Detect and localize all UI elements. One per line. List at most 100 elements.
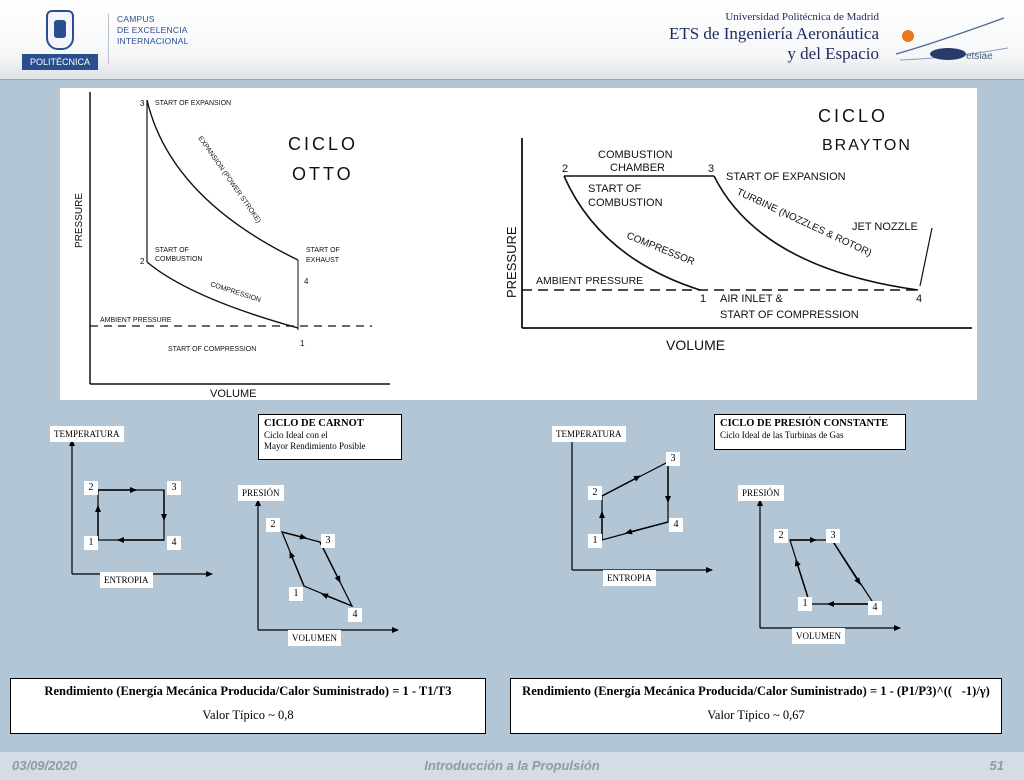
carnot-ts-point-4: 4: [167, 536, 181, 550]
brayton-title-line-1: CICLO: [818, 106, 888, 126]
school-name-line-2: y del Espacio: [787, 44, 879, 63]
brayton-point-1: 1: [700, 293, 706, 305]
carnot-ts-point-1: 1: [84, 536, 98, 550]
upm-crest-icon: [46, 10, 74, 50]
brayton-efficiency-box: Rendimiento (Energía Mecánica Producida/…: [510, 678, 1002, 734]
carnot-pv-arrow-41: [321, 593, 353, 607]
etsiae-plane-icon: [930, 48, 966, 60]
brayton-start-combustion-label-2: COMBUSTION: [588, 197, 663, 209]
brayton-ts-arrow-23: [601, 475, 641, 497]
carnot-pv-arrow-34: [319, 541, 341, 583]
carnot-subtitle-line-2: Mayor Rendimiento Posible: [264, 441, 366, 451]
brayton-ts-x-label: ENTROPIA: [603, 570, 656, 586]
campus-excelencia-logo: CAMPUS DE EXCELENCIA INTERNACIONAL: [108, 14, 218, 64]
brayton-ts-y-label: TEMPERATURA: [552, 426, 626, 442]
brayton-pv-cycle: [789, 539, 876, 605]
otto-title-line-2: OTTO: [292, 164, 354, 184]
otto-start-expansion-label: START OF EXPANSION: [155, 100, 231, 107]
school-name-line-1: ETS de Ingeniería Aeronáutica: [668, 24, 879, 43]
carnot-title-box: CICLO DE CARNOT Ciclo Ideal con el Mayor…: [258, 414, 402, 460]
brayton-ideal-title-box: CICLO DE PRESIÓN CONSTANTE Ciclo Ideal d…: [714, 414, 906, 450]
brayton-ts-cycle: [601, 461, 669, 541]
brayton-ts-arrow-41: [625, 521, 669, 535]
etsiae-logo-text: etsiae: [966, 51, 993, 62]
brayton-compressor-curve: [563, 175, 701, 291]
brayton-pv-point-4: 4: [868, 601, 882, 615]
carnot-pv-y-label: PRESIÓN: [238, 485, 284, 501]
school-name-block: Universidad Politécnica de Madrid ETS de…: [559, 10, 879, 64]
footer-page-number: 51: [989, 758, 1004, 773]
otto-point-3: 3: [140, 99, 145, 108]
brayton-title-line-2: BRAYTON: [822, 137, 912, 154]
carnot-pv-arrow-12: [289, 551, 305, 587]
brayton-point-4: 4: [916, 293, 922, 305]
carnot-ts-point-2: 2: [84, 481, 98, 495]
carnot-ts-x-label: ENTROPIA: [100, 572, 153, 588]
brayton-point-2: 2: [562, 163, 568, 175]
brayton-pv-point-2: 2: [774, 529, 788, 543]
carnot-efficiency-box: Rendimiento (Energía Mecánica Producida/…: [10, 678, 486, 734]
brayton-pv-x-label: VOLUMEN: [792, 628, 845, 644]
carnot-ts-point-3: 3: [167, 481, 181, 495]
otto-start-compression-label: START OF COMPRESSION: [168, 346, 256, 353]
brayton-chamber-label-2: CHAMBER: [610, 162, 665, 174]
otto-compression-curve: [146, 261, 299, 329]
carnot-ts-diagram: [69, 439, 213, 577]
etsiae-swoosh-icon: [895, 17, 1005, 55]
slide-header: POLITÉCNICA CAMPUS DE EXCELENCIA INTERNA…: [0, 0, 1024, 80]
brayton-ts-point-3: 3: [666, 452, 680, 466]
brayton-pv-point-3: 3: [826, 529, 840, 543]
brayton-pv-diagram: [757, 499, 901, 631]
campus-line-1: CAMPUS: [117, 14, 155, 24]
otto-start-exhaust-label-2: EXHAUST: [306, 257, 340, 264]
carnot-pv-point-1: 1: [289, 587, 303, 601]
carnot-pv-arrow-23: [281, 531, 307, 540]
otto-point-1: 1: [300, 339, 305, 348]
otto-y-label: PRESSURE: [74, 193, 85, 248]
brayton-start-expansion-label: START OF EXPANSION: [726, 171, 846, 183]
otto-title-line-1: CICLO: [288, 134, 358, 154]
carnot-ts-y-label: TEMPERATURA: [50, 426, 124, 442]
brayton-ideal-title: CICLO DE PRESIÓN CONSTANTE: [720, 418, 889, 429]
brayton-x-label: VOLUME: [666, 337, 725, 353]
otto-start-exhaust-label-1: START OF: [306, 247, 340, 254]
footer-date: 03/09/2020: [12, 758, 78, 773]
upm-logo-text: POLITÉCNICA: [22, 54, 98, 70]
otto-expansion-curve: [146, 99, 299, 261]
otto-point-2: 2: [140, 257, 145, 266]
brayton-ts-point-2: 2: [588, 486, 602, 500]
brayton-jet-nozzle-label: JET NOZZLE: [852, 221, 918, 233]
carnot-pv-point-3: 3: [321, 534, 335, 548]
university-name: Universidad Politécnica de Madrid: [725, 11, 879, 23]
brayton-ts-point-4: 4: [669, 518, 683, 532]
campus-line-3: INTERNACIONAL: [117, 36, 189, 46]
otto-point-4: 4: [304, 277, 309, 286]
brayton-turbine-curve: [713, 175, 919, 291]
brayton-pv-arrow-34: [831, 539, 861, 585]
carnot-pv-x-label: VOLUMEN: [288, 630, 341, 646]
carnot-efficiency-formula: Rendimiento (Energía Mecánica Producida/…: [44, 684, 452, 698]
carnot-typical-value: Valor Típico ~ 0,8: [202, 708, 294, 722]
slide-footer: 03/09/2020 Introducción a la Propulsión …: [0, 752, 1024, 780]
brayton-air-inlet-label: AIR INLET &: [720, 293, 783, 305]
carnot-title: CICLO DE CARNOT: [264, 418, 364, 429]
carnot-pv-point-4: 4: [348, 608, 362, 622]
brayton-start-combustion-label-1: START OF: [588, 183, 641, 195]
brayton-efficiency-formula: Rendimiento (Energía Mecánica Producida/…: [522, 684, 990, 698]
brayton-point-3: 3: [708, 163, 714, 175]
upm-logo: POLITÉCNICA: [22, 10, 98, 70]
etsiae-sun-icon: [902, 30, 914, 42]
otto-start-combustion-label-1: START OF: [155, 247, 189, 254]
brayton-pv-point-1: 1: [798, 597, 812, 611]
otto-x-label: VOLUME: [210, 388, 256, 400]
otto-brayton-svg: 3 START OF EXPANSION 2 4 1 EXPANSION (PO…: [74, 92, 972, 400]
brayton-pv-arrow-12: [794, 559, 811, 605]
brayton-chamber-label-1: COMBUSTION: [598, 149, 673, 161]
brayton-y-label: PRESSURE: [504, 226, 519, 298]
brayton-ts-diagram: [569, 435, 713, 573]
brayton-jet-nozzle-arrow: [919, 227, 933, 287]
brayton-ambient-label: AMBIENT PRESSURE: [536, 275, 643, 287]
brayton-ideal-subtitle: Ciclo Ideal de las Turbinas de Gas: [720, 430, 844, 440]
brayton-pv-y-label: PRESIÓN: [738, 485, 784, 501]
otto-ambient-label: AMBIENT PRESSURE: [100, 317, 172, 324]
